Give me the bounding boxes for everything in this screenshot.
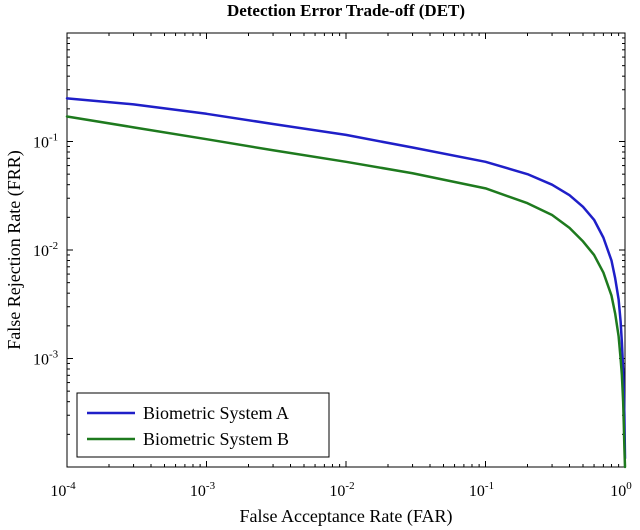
x-tick-base: 10 [610,483,626,500]
x-tick-base: 10 [190,483,206,500]
y-tick-base: 10 [33,352,49,369]
x-tick-label: 10-1 [469,480,494,500]
x-tick-label: 100 [610,480,632,500]
y-tick-base: 10 [33,135,49,152]
x-tick-exponent: -1 [485,480,494,492]
chart-title: Detection Error Trade-off (DET) [227,1,465,20]
series-line-b [65,115,627,469]
x-tick-exponent: -4 [66,480,76,492]
y-tick-label: 10-1 [33,132,58,152]
y-tick-base: 10 [33,243,49,260]
x-tick-base: 10 [50,483,66,500]
series-lines [65,97,627,469]
legend-box [76,392,330,458]
series-line-a [65,97,627,460]
x-tick-base: 10 [469,483,485,500]
legend-label-b: Biometric System B [143,429,289,449]
x-axis-label: False Acceptance Rate (FAR) [239,506,452,527]
y-tick-exponent: -3 [49,349,59,361]
x-tick-label: 10-3 [190,480,216,500]
x-tick-label: 10-4 [50,480,76,500]
x-tick-label: 10-2 [329,480,354,500]
legend: Biometric System A Biometric System B [76,392,330,458]
x-tick-exponent: 0 [626,480,632,492]
y-tick-exponent: -2 [49,240,58,252]
x-tick-exponent: -3 [206,480,216,492]
y-axis-label: False Rejection Rate (FRR) [4,150,25,349]
y-tick-label: 10-3 [33,349,59,369]
y-tick-exponent: -1 [49,132,58,144]
x-tick-exponent: -2 [345,480,354,492]
legend-label-a: Biometric System A [143,403,289,423]
y-tick-label: 10-2 [33,240,58,260]
x-tick-base: 10 [329,483,345,500]
